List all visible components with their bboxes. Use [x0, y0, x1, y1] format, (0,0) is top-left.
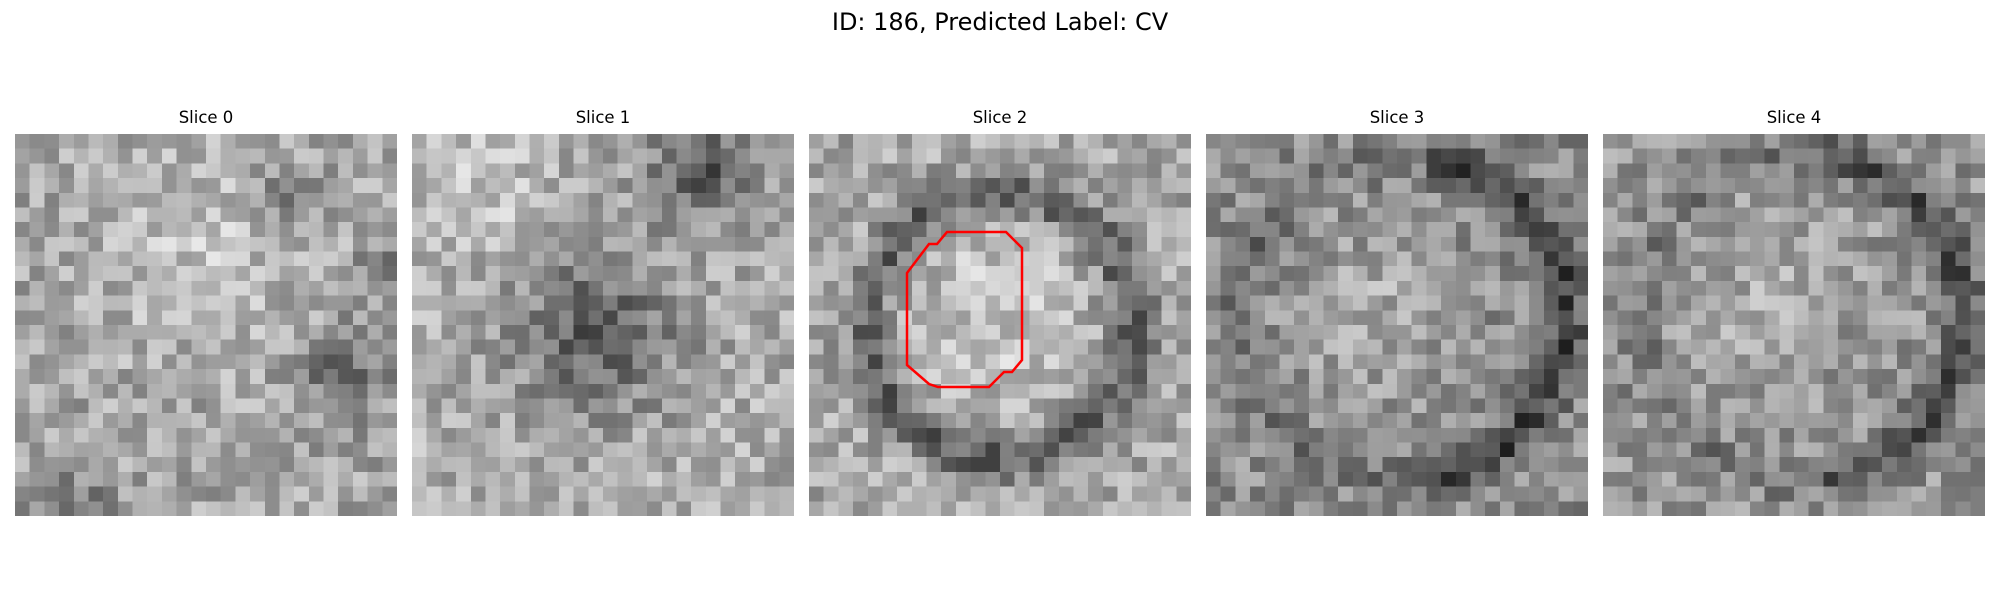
slice-panel-0: Slice 0 — [15, 108, 397, 516]
slice-panel-4: Slice 4 — [1603, 108, 1985, 516]
slice-panel-1: Slice 1 — [412, 108, 794, 516]
slice-title: Slice 0 — [178, 108, 234, 127]
slice-image — [15, 134, 397, 516]
figure-title: ID: 186, Predicted Label: CV — [831, 8, 1169, 36]
slice-title: Slice 3 — [1369, 108, 1425, 127]
slice-title: Slice 4 — [1766, 108, 1822, 127]
slice-title: Slice 2 — [972, 108, 1028, 127]
slice-panel-3: Slice 3 — [1206, 108, 1588, 516]
slice-panel-2: Slice 2 — [809, 108, 1191, 516]
slice-image — [1603, 134, 1985, 516]
slice-image — [412, 134, 794, 516]
slice-image — [809, 134, 1191, 516]
slice-image — [1206, 134, 1588, 516]
slice-title: Slice 1 — [575, 108, 631, 127]
